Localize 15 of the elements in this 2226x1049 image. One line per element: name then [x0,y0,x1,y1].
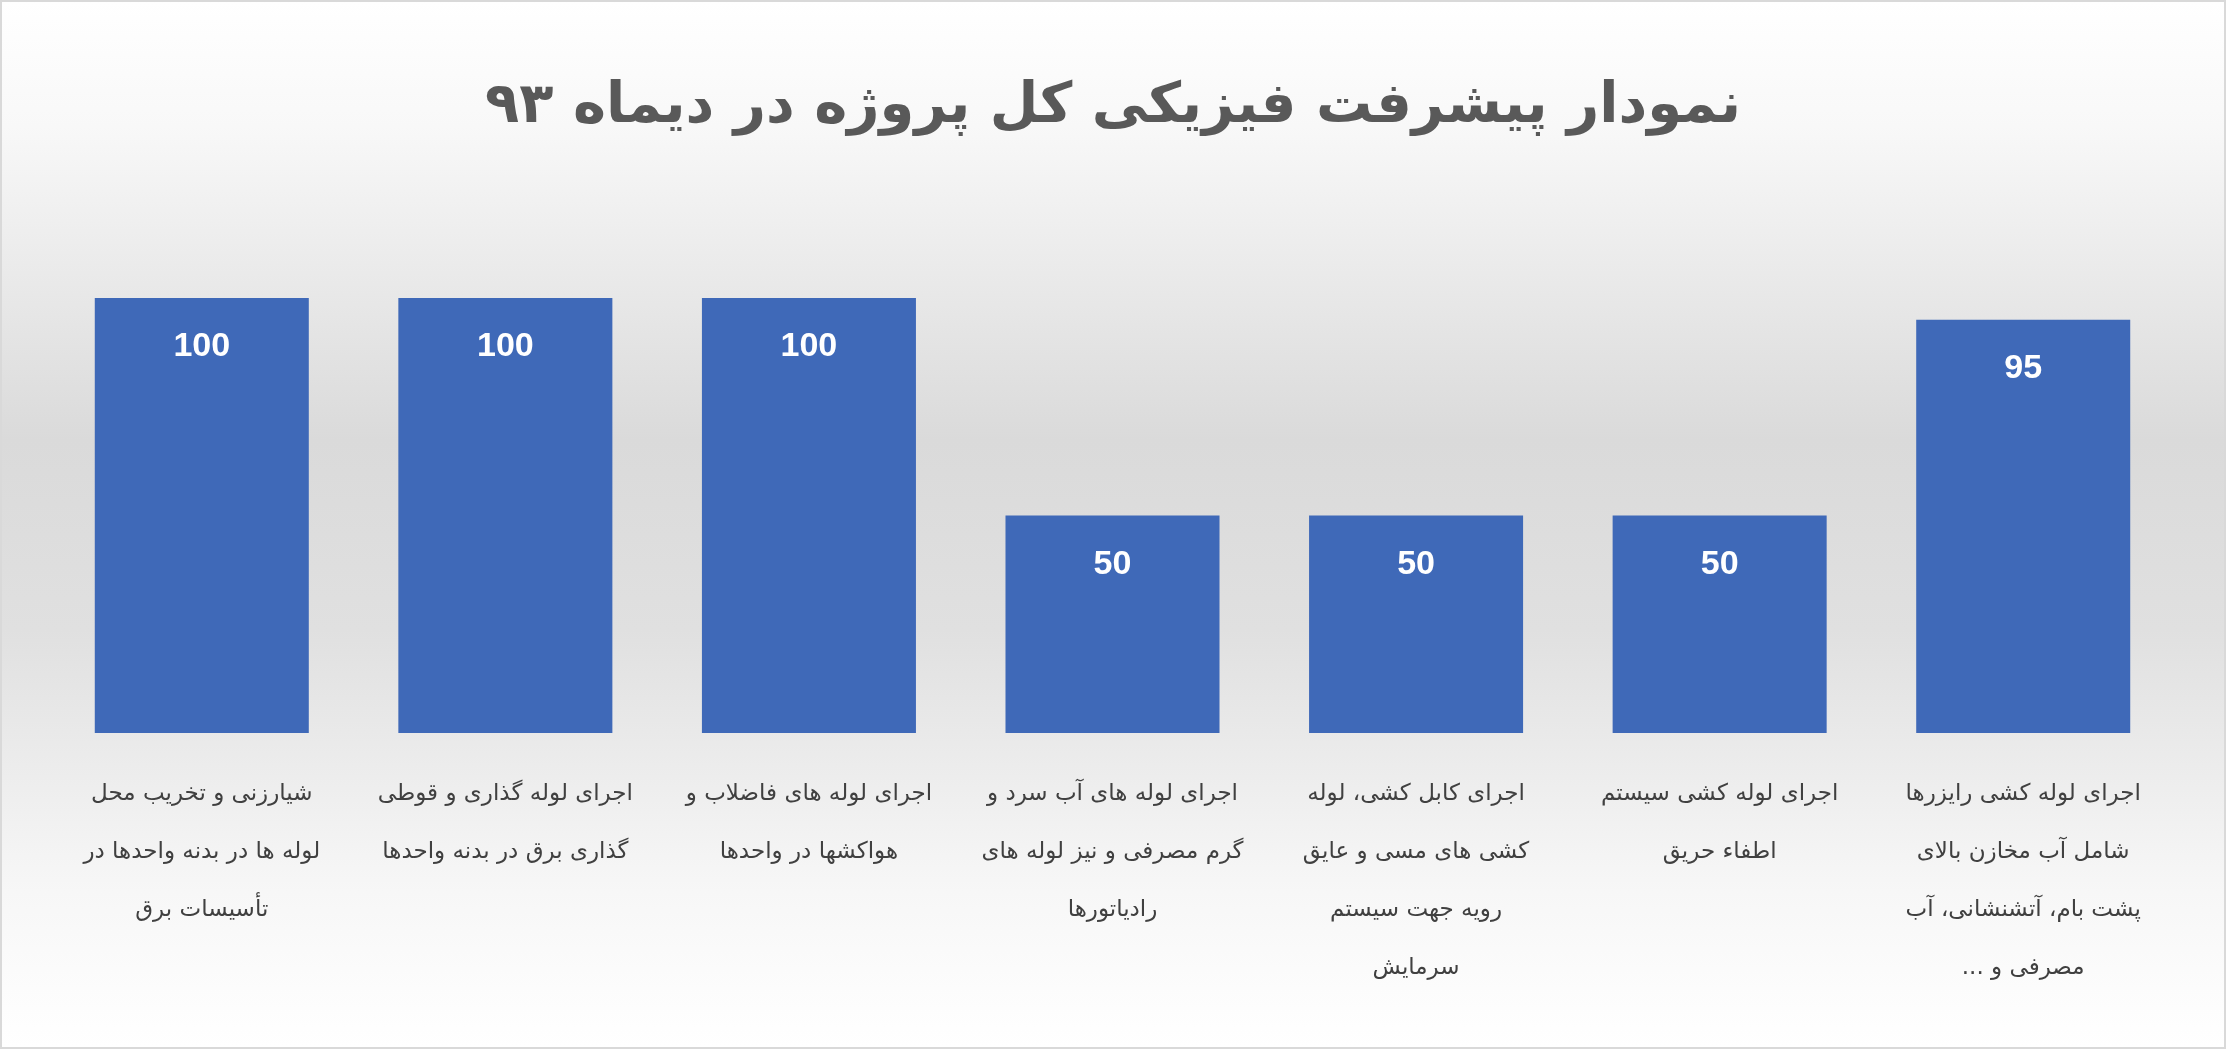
x-tick: اجرای کابل کشی، لوله کشی های مسی و عایق رویه جهت سیستم سرمایش [1302,779,1530,979]
data-label: 95 [2004,346,2043,385]
data-label: 50 [1093,542,1132,581]
data-label: 50 [1700,542,1739,581]
x-tick: شیارزنی و تخریب محل لوله ها در بدنه واحدها در تأسیسات برق [83,779,321,921]
x-tick: اجرای لوله کشی رایزرها شامل آب مخازن بالای پشت بام، آتشنشانی، آب مصرفی و ... [1905,779,2141,979]
x-tick: اجرای لوله گذاری و قوطی گذاری برق در بدنه واحدها [377,779,633,863]
data-label: 100 [780,325,838,363]
data-label: 100 [173,325,231,363]
x-tick: اجرای لوله کشی سیستم اطفاء حریق [1600,779,1839,863]
title: نمودار پیشرفت فیزیکی کل پروژه در دیماه ۹۳ [485,70,1741,135]
data-label: 50 [1397,542,1435,581]
x-tick: اجرای لوله های آب سرد و گرم مصرفی و نیز لوله های رادیاتورها [981,779,1244,921]
data-label: 100 [477,325,534,363]
x-tick: اجرای لوله های فاضلاب و هواکشها در واحدها [685,779,933,863]
